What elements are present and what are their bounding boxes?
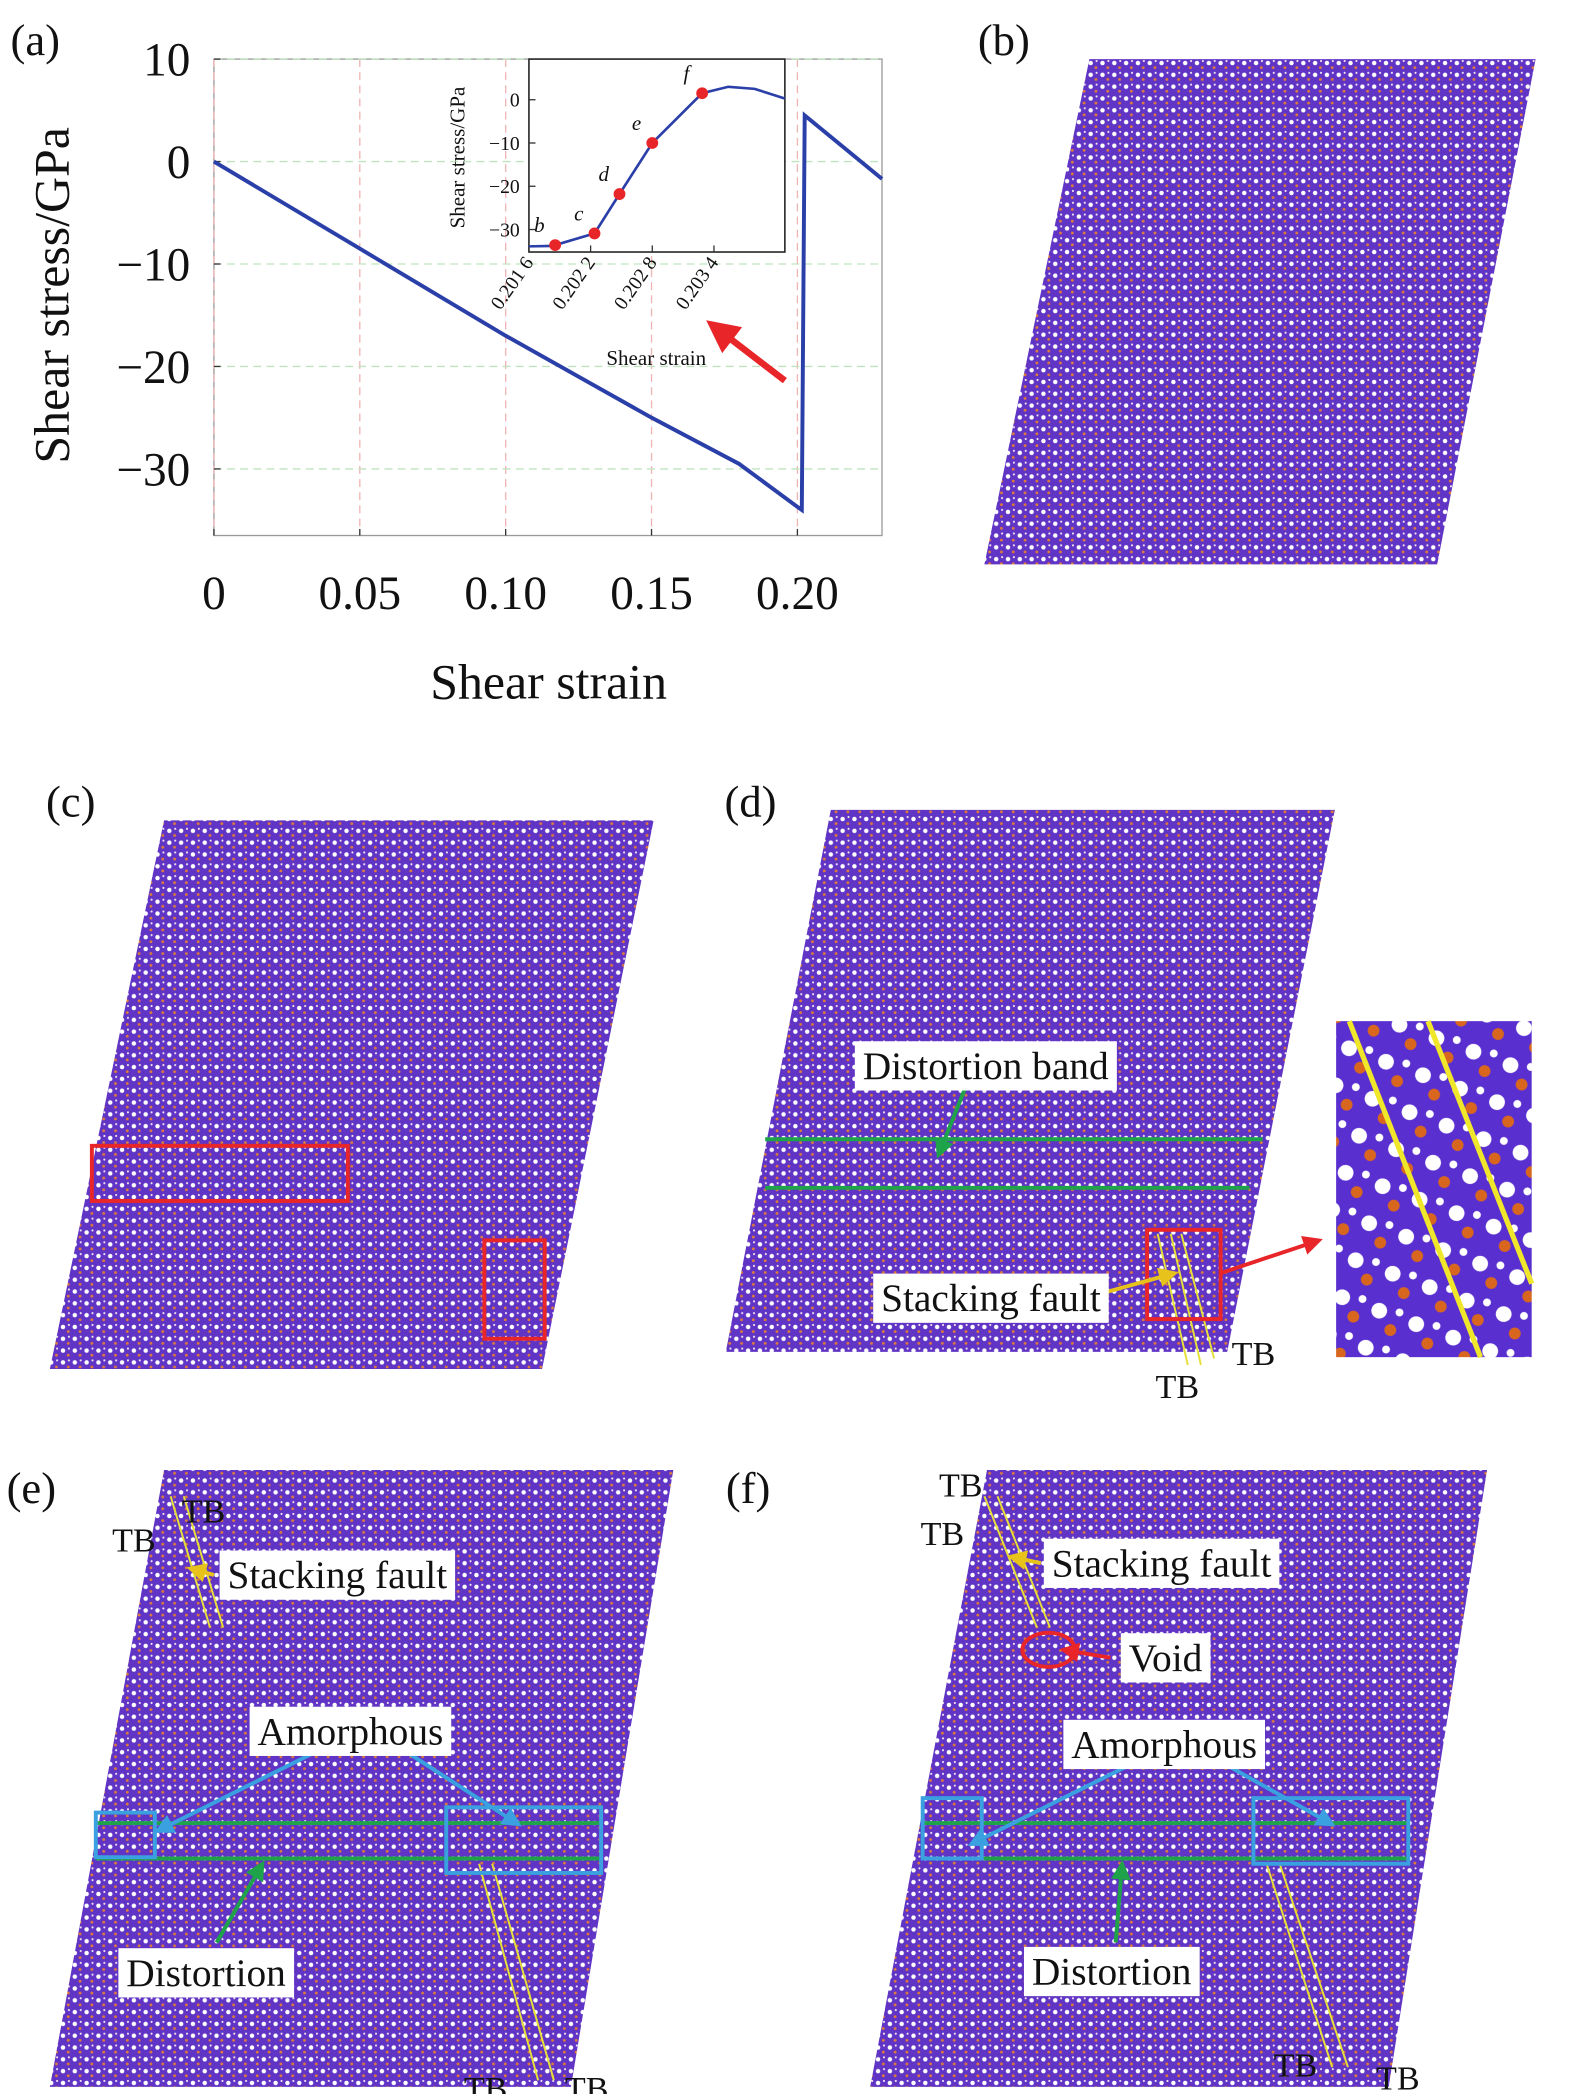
panel-label: (f): [726, 1463, 771, 1513]
zoom-tb-line: [1346, 1020, 1483, 1359]
state-label: f: [683, 61, 692, 85]
x-axis-label: Shear strain: [430, 654, 667, 709]
stress-strain-line: [212, 111, 884, 514]
inset-frame: [528, 58, 786, 253]
label-box: [854, 1041, 1117, 1091]
y-axis-label: Shear stress/GPa: [446, 86, 470, 228]
state-label: e: [632, 111, 641, 135]
annotation-arrow: [935, 1088, 967, 1159]
highlight-box: [482, 1238, 547, 1341]
state-marker: [613, 188, 626, 200]
annotation-arrow: [1226, 1763, 1336, 1827]
annotation: TB: [1376, 2061, 1420, 2094]
y-tick-label: −20: [489, 176, 520, 198]
annotation-arrow: [1006, 1550, 1042, 1570]
label-box: [118, 1948, 295, 1998]
red-arrow: [706, 320, 787, 384]
zoom-view: [1336, 1021, 1532, 1358]
annotation-arrow: [153, 1750, 316, 1833]
y-tick-label: −10: [489, 133, 520, 155]
annotation: Void: [1129, 1636, 1203, 1680]
annotation-arrow: [214, 1860, 265, 1944]
annotation-arrow: [186, 1563, 215, 1583]
y-tick-label: −30: [116, 444, 190, 496]
y-tick-label: 0: [510, 90, 520, 112]
annotation: Stacking fault: [881, 1276, 1101, 1320]
highlight-box: [1251, 1796, 1411, 1866]
annotation: TB: [921, 1516, 965, 1553]
x-axis-label: Shear strain: [606, 346, 706, 370]
state-label: b: [534, 213, 545, 237]
highlight-box: [444, 1805, 604, 1875]
annotation-arrow: [1220, 1235, 1323, 1276]
guide-line: [478, 1863, 540, 2081]
y-tick-label: 0: [167, 137, 191, 189]
x-tick-label: 0.20: [756, 568, 839, 620]
state-label: d: [598, 162, 609, 186]
annotation: TB: [939, 1467, 983, 1504]
annotation: Distortion band: [863, 1044, 1109, 1088]
annotation-arrow: [1111, 1859, 1131, 1943]
panel-label: (b): [978, 15, 1030, 65]
y-tick-label: −10: [116, 240, 190, 292]
annotation: TB: [1274, 2047, 1318, 2084]
highlight-box: [1145, 1227, 1223, 1322]
label-box: [1120, 1633, 1211, 1683]
annotation: Distortion: [1032, 1950, 1192, 1994]
y-axis-label: Shear stress/GPa: [24, 127, 79, 464]
atomic-structure: [870, 1470, 1488, 2087]
annotation: TB: [112, 1522, 156, 1559]
annotation: Stacking fault: [227, 1553, 447, 1597]
label-box: [873, 1273, 1109, 1323]
annotation: Stacking fault: [1052, 1541, 1272, 1585]
state-marker: [696, 87, 709, 100]
annotation: TB: [1156, 1369, 1200, 1406]
guide-line: [169, 1495, 211, 1628]
x-tick-label: 0.10: [464, 568, 547, 620]
state-marker: [549, 239, 562, 252]
guide-line: [1278, 1863, 1349, 2068]
highlight-box: [89, 1143, 350, 1203]
annotation: Amorphous: [258, 1709, 444, 1753]
x-tick-label: 0: [202, 568, 226, 620]
panel-label: (c): [46, 776, 96, 826]
y-tick-label: −20: [116, 342, 190, 394]
y-tick-label: 10: [143, 35, 190, 87]
atomic-structure: [49, 820, 654, 1369]
annotation: TB: [182, 1494, 226, 1531]
state-label: c: [574, 201, 584, 225]
annotation: TB: [1232, 1336, 1276, 1373]
guide-line: [1265, 1863, 1334, 2068]
panel-label: (a): [11, 15, 61, 65]
x-tick-label: 0.15: [610, 568, 693, 620]
label-box: [1023, 1946, 1200, 1997]
guide-line: [1180, 1233, 1216, 1359]
annotation: TB: [464, 2071, 508, 2094]
annotation: Distortion: [126, 1951, 286, 1995]
label-box: [1063, 1719, 1265, 1770]
atomic-structure: [984, 59, 1536, 565]
zoom-tb-line: [1425, 1020, 1535, 1285]
guide-line: [1156, 1233, 1189, 1366]
annotation: TB: [565, 2071, 609, 2094]
guide-line: [182, 1495, 225, 1628]
atomic-structure: [49, 1470, 674, 2087]
annotation-arrow: [1059, 1642, 1111, 1663]
panel-label: (d): [725, 776, 777, 826]
annotation-arrow: [405, 1750, 522, 1827]
label-box: [249, 1706, 452, 1756]
x-tick-label: 0.05: [318, 568, 401, 620]
state-marker: [646, 137, 659, 149]
guide-line: [1169, 1233, 1202, 1366]
annotation-arrow: [967, 1763, 1130, 1846]
panel-label: (e): [7, 1463, 57, 1513]
guide-line: [491, 1863, 555, 2081]
state-marker: [588, 227, 601, 240]
label-box: [1043, 1538, 1280, 1588]
highlight-box: [93, 1810, 157, 1860]
y-tick-label: −30: [489, 219, 520, 241]
annotation: Amorphous: [1071, 1722, 1257, 1766]
label-box: [219, 1550, 456, 1600]
